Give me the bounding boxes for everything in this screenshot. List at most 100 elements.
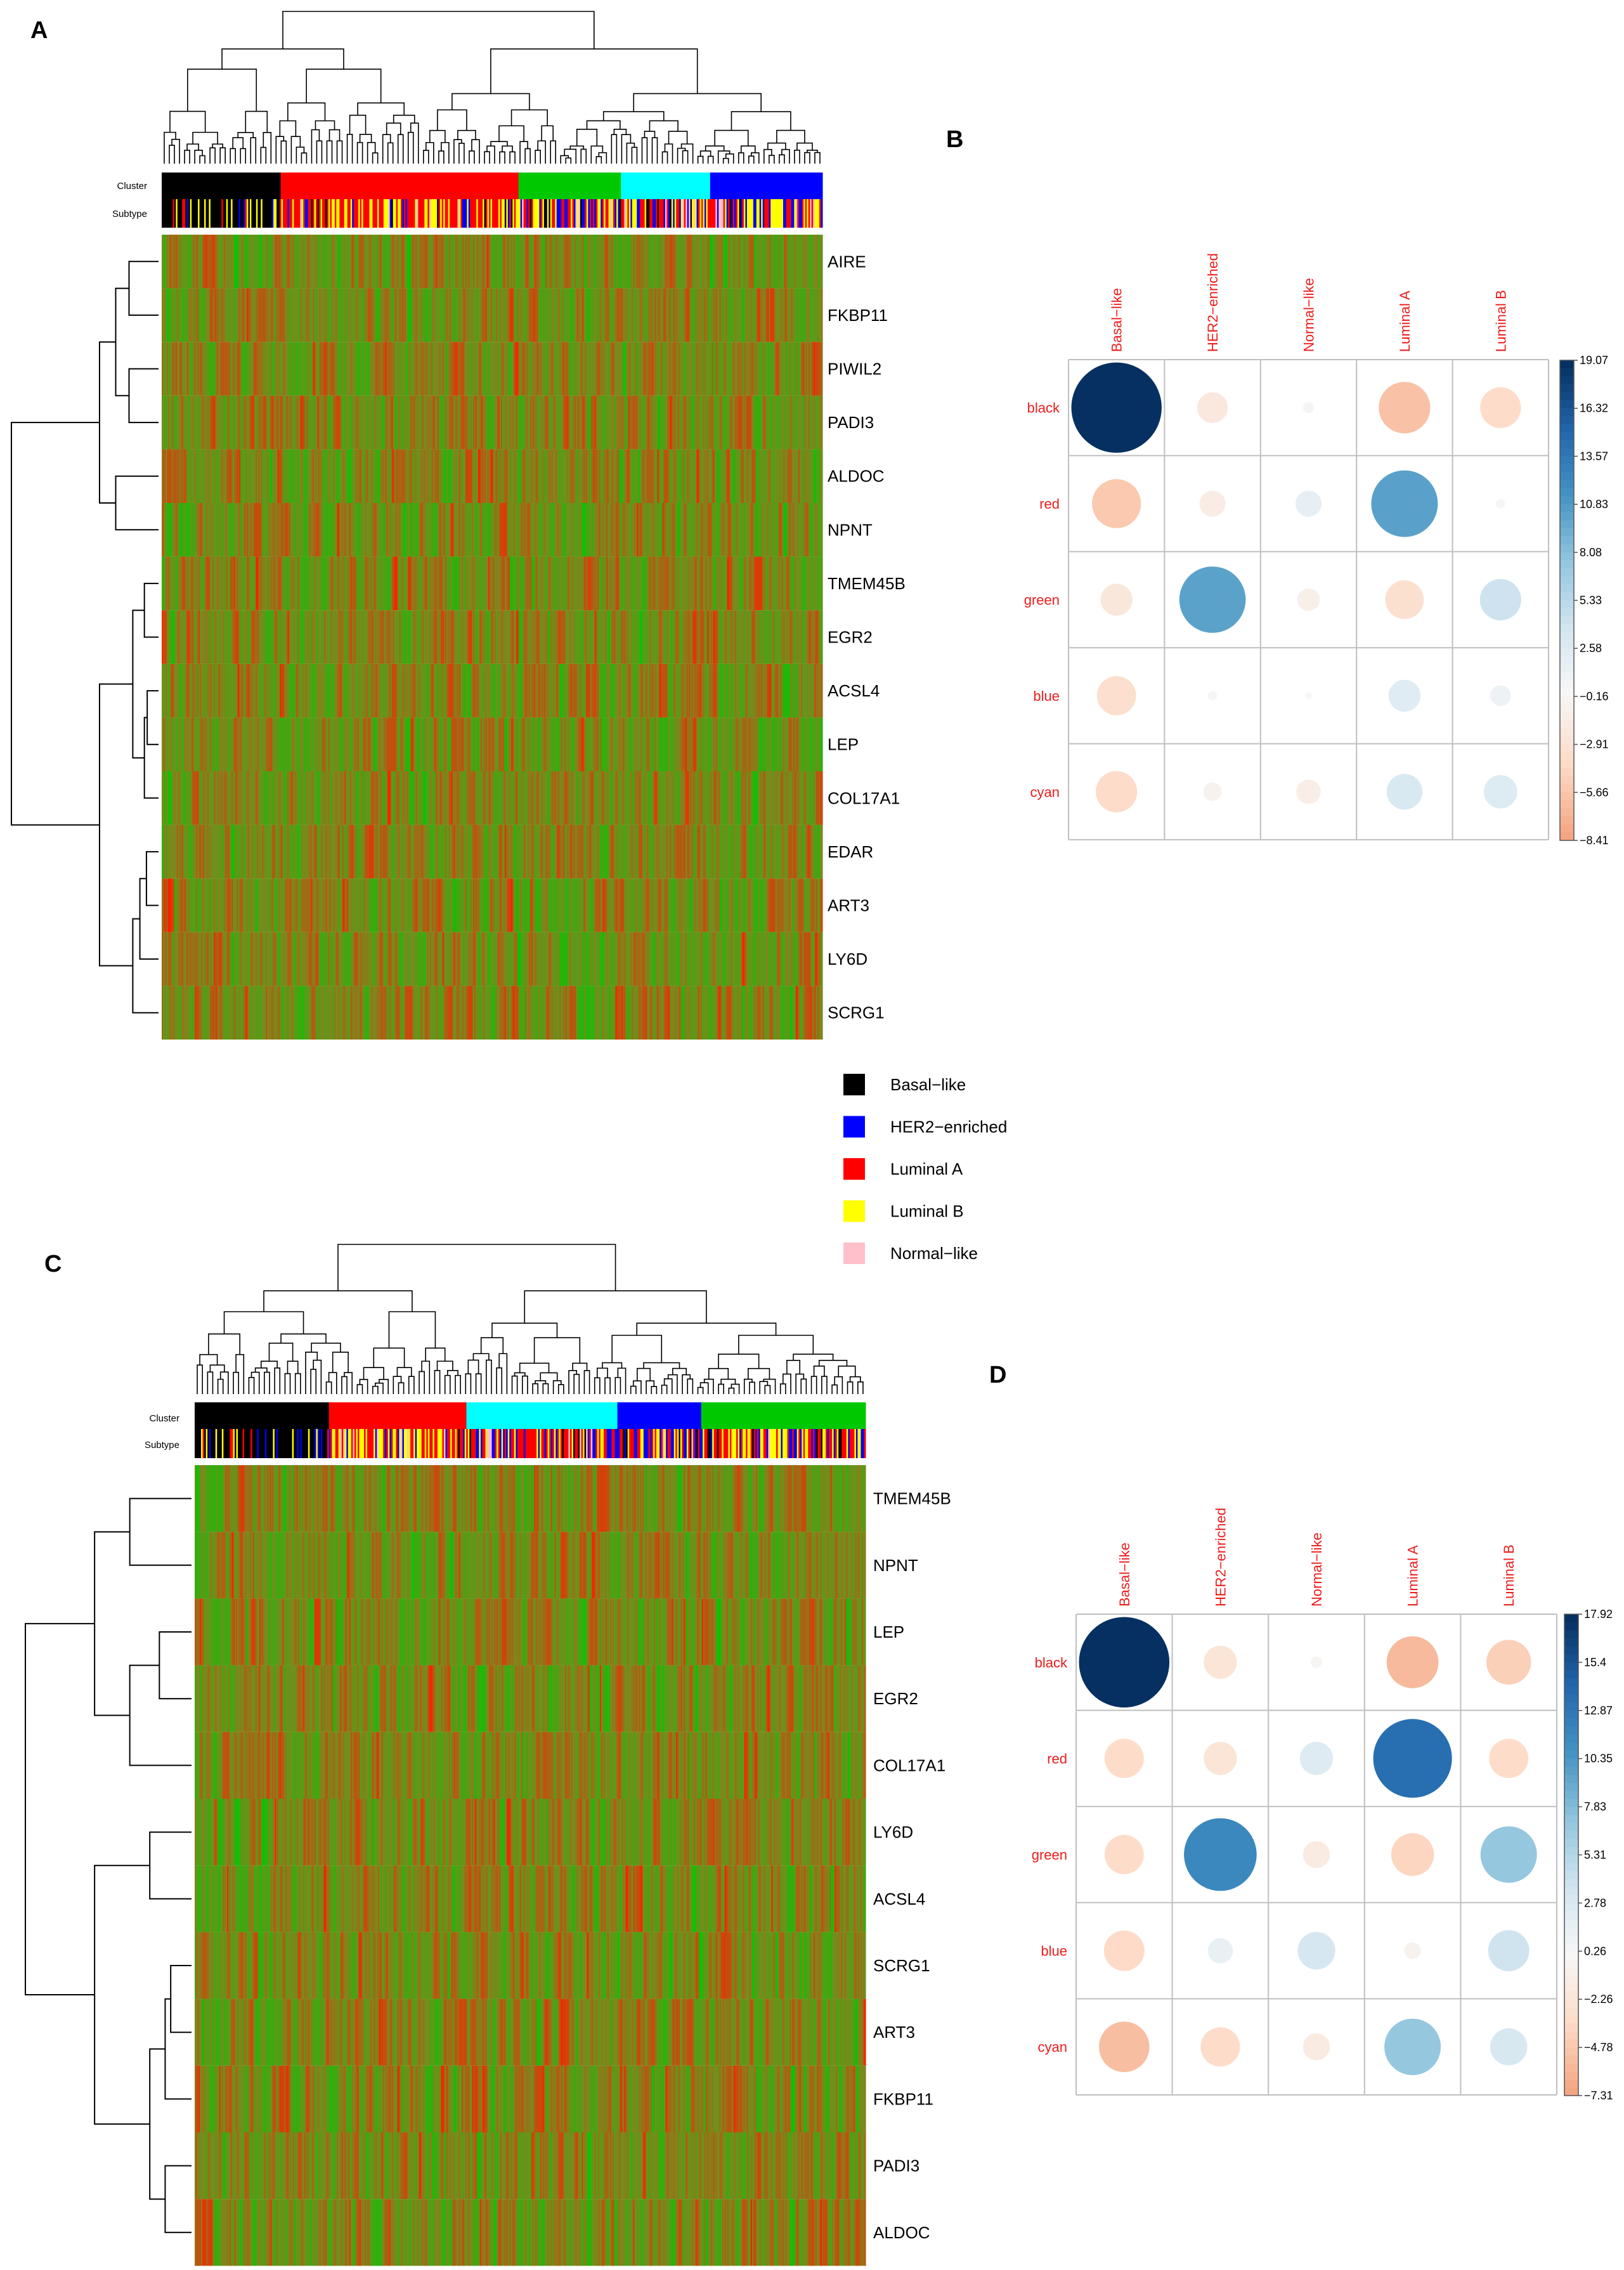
a-heat-cell <box>349 288 352 342</box>
a-heat-cell <box>760 395 762 450</box>
a-heat-cell <box>762 610 765 664</box>
a-heat-cell <box>557 503 559 557</box>
a-heat-cell <box>305 503 308 557</box>
a-heat-cell <box>187 503 189 557</box>
a-heat-cell <box>654 395 657 450</box>
a-heat-cell <box>543 610 545 664</box>
a-heat-cell <box>366 342 368 396</box>
a-heat-cell <box>771 342 774 396</box>
a-heat-cell <box>374 449 376 503</box>
a-heat-cell <box>471 610 474 664</box>
a-heat-cell <box>337 342 339 396</box>
a-heat-cell <box>585 556 587 611</box>
a-heat-cell <box>751 342 753 396</box>
a-heat-cell <box>581 288 583 342</box>
a-subtype-sample <box>758 199 760 228</box>
a-heat-cell <box>299 235 301 289</box>
a-heat-cell <box>400 449 403 503</box>
a-heat-cell <box>728 342 731 396</box>
a-heat-cell <box>212 288 214 342</box>
a-heat-cell <box>395 503 398 557</box>
a-subtype-sample <box>176 199 178 228</box>
a-heat-cell <box>774 610 776 664</box>
a-heat-cell <box>195 288 197 342</box>
a-heat-cell <box>187 395 189 450</box>
a-heat-cell <box>516 449 518 503</box>
a-heat-cell <box>569 395 571 450</box>
a-heat-cell <box>704 449 706 503</box>
a-heat-cell <box>750 342 752 396</box>
a-heat-cell <box>686 395 689 450</box>
a-heat-cell <box>163 235 165 289</box>
a-cluster-seg-cyan <box>621 173 711 199</box>
a-heat-cell <box>566 342 568 396</box>
a-heat-cell <box>486 503 489 557</box>
a-heat-cell <box>413 395 415 450</box>
a-heat-cell <box>568 503 570 557</box>
a-subtype-sample <box>410 199 412 228</box>
a-heat-cell <box>433 663 436 718</box>
a-heat-cell <box>711 503 714 557</box>
a-heat-cell <box>672 235 675 289</box>
a-heat-cell <box>485 503 488 557</box>
a-subtype-sample <box>673 199 675 228</box>
a-heat-cell <box>523 503 524 557</box>
a-heat-cell <box>214 288 216 342</box>
a-heat-cell <box>179 663 181 718</box>
a-heat-cell <box>656 449 658 503</box>
a-heat-cell <box>324 235 327 289</box>
a-heat-cell <box>492 288 494 342</box>
a-heat-cell <box>332 503 334 557</box>
a-heat-cell <box>775 395 777 450</box>
a-col-branch-91 <box>641 137 648 164</box>
a-heat-cell <box>623 235 625 289</box>
a-heat-cell <box>183 395 185 450</box>
a-heat-cell <box>809 556 812 611</box>
a-heat-cell <box>610 449 612 503</box>
a-heat-cell <box>564 235 566 289</box>
a-heat-cell <box>266 610 268 664</box>
a-subtype-sample <box>788 199 790 228</box>
a-heat-cell <box>604 503 606 557</box>
a-heat-cell <box>718 288 720 342</box>
a-heat-cell <box>231 503 233 557</box>
a-heat-cell <box>339 556 342 611</box>
a-heat-cell <box>391 503 394 557</box>
a-heat-cell <box>403 342 405 396</box>
a-heat-cell <box>417 235 419 289</box>
a-heat-cell <box>583 235 585 289</box>
a-heat-cell <box>354 610 357 664</box>
a-heat-cell <box>168 395 170 450</box>
a-heat-cell <box>356 556 358 611</box>
a-subtype-sample <box>330 199 332 228</box>
a-heat-cell <box>744 556 747 611</box>
a-heat-cell <box>264 235 266 289</box>
a-heat-cell <box>171 395 172 450</box>
a-heat-cell <box>709 556 711 611</box>
a-heat-cell <box>318 610 320 664</box>
a-heat-cell <box>629 556 632 611</box>
a-heat-cell <box>372 395 375 450</box>
a-heat-cell <box>652 449 654 503</box>
a-heat-cell <box>360 288 362 342</box>
a-heat-cell <box>755 342 757 396</box>
a-heat-cell <box>181 663 183 718</box>
a-heat-cell <box>259 503 261 557</box>
a-heat-cell <box>763 503 766 557</box>
a-heat-cell <box>221 503 223 557</box>
a-heat-cell <box>717 288 719 342</box>
a-heat-cell <box>249 235 251 289</box>
a-heat-cell <box>457 663 460 718</box>
a-heat-cell <box>467 663 470 718</box>
a-heat-cell <box>607 342 609 396</box>
a-heat-cell <box>520 449 522 503</box>
a-heat-cell <box>252 342 254 396</box>
a-heat-cell <box>696 395 699 450</box>
a-heat-cell <box>380 663 382 718</box>
a-heat-cell <box>696 503 699 557</box>
a-heat-cell <box>295 235 297 289</box>
a-heat-cell <box>724 556 727 611</box>
a-heat-cell <box>738 395 741 450</box>
a-heat-cell <box>323 288 325 342</box>
a-heat-cell <box>814 342 817 396</box>
